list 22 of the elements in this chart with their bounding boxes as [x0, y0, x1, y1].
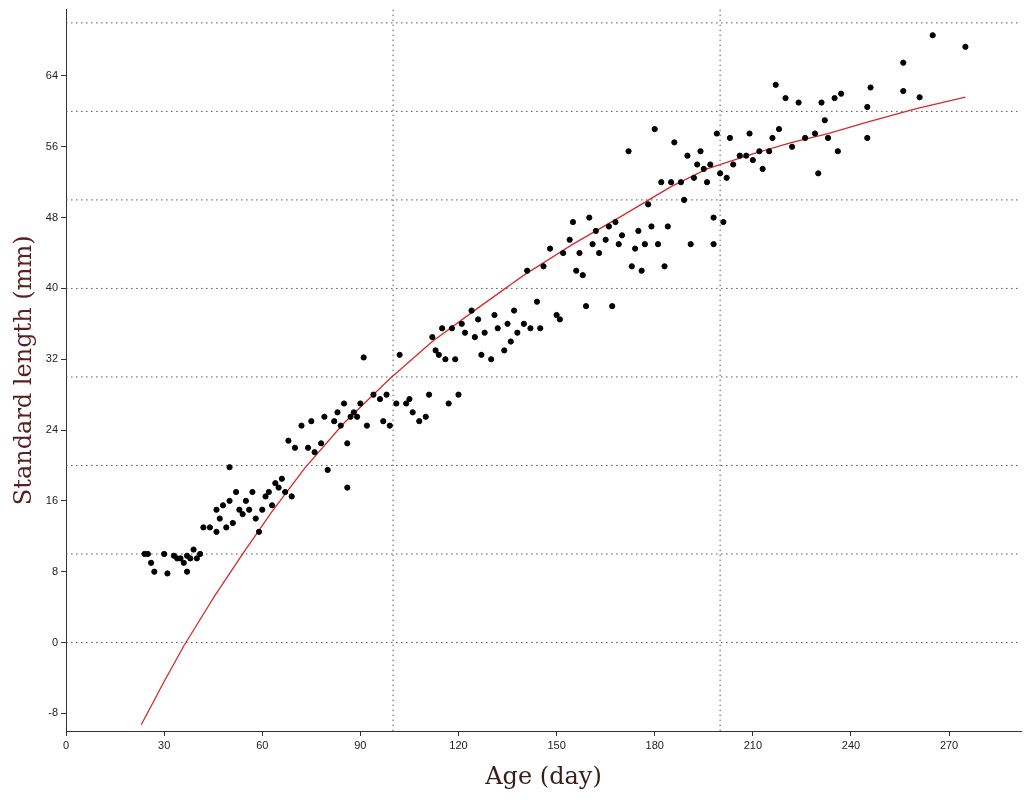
y-tick-label: 0 — [51, 635, 59, 648]
x-tick-label: 60 — [256, 738, 269, 751]
y-tick-label: 48 — [45, 210, 59, 223]
x-tick-label: 90 — [354, 738, 367, 751]
y-tick-label: 56 — [45, 139, 59, 152]
y-tick-label: -8 — [48, 706, 59, 719]
x-tick-label: 180 — [645, 738, 664, 751]
x-tick-label: 0 — [62, 738, 70, 751]
x-tick-label: 150 — [547, 738, 566, 751]
x-tick-label: 210 — [743, 738, 762, 751]
y-tick-label: 8 — [51, 564, 59, 577]
x-tick-label: 240 — [841, 738, 861, 751]
y-tick-label: 40 — [45, 281, 59, 294]
x-tick-label: 120 — [449, 738, 468, 751]
x-axis-title: Age (day) — [484, 761, 602, 790]
y-tick-label: 64 — [45, 69, 59, 82]
y-tick-label: 32 — [45, 352, 59, 365]
y-tick-label: 16 — [45, 493, 59, 506]
y-tick-label: 24 — [45, 423, 59, 436]
y-axis-title: Standard length (mm) — [8, 235, 37, 506]
x-tick-label: 30 — [158, 738, 171, 751]
x-tick-label: 270 — [939, 738, 959, 751]
